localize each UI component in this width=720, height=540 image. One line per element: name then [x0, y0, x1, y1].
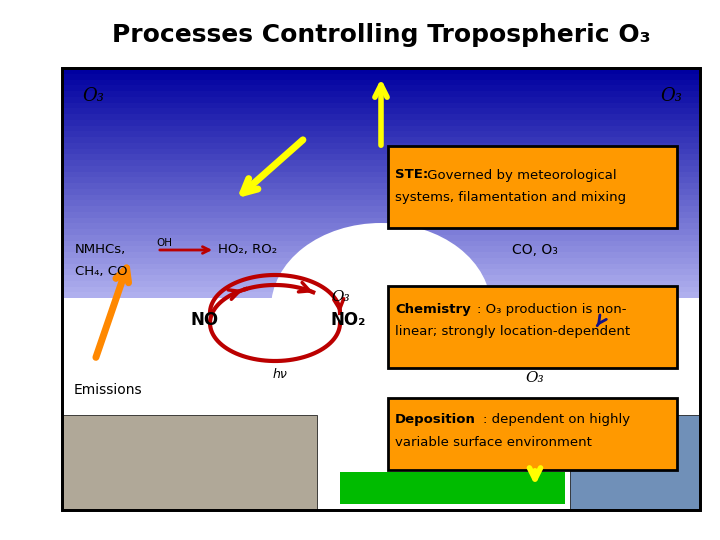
Text: : O₃ production is non-: : O₃ production is non-: [477, 303, 626, 316]
Bar: [62, 85, 700, 91]
Bar: [62, 177, 700, 183]
Bar: [62, 298, 700, 510]
Bar: [62, 252, 700, 258]
Bar: [62, 97, 700, 103]
Bar: [62, 200, 700, 206]
Text: O₃: O₃: [82, 87, 104, 105]
Bar: [340, 472, 565, 504]
Bar: [62, 160, 700, 166]
Text: O₃: O₃: [660, 87, 682, 105]
Bar: [62, 240, 700, 246]
Bar: [62, 258, 700, 264]
Bar: [62, 218, 700, 223]
Bar: [62, 183, 700, 189]
Text: linear; strongly location-dependent: linear; strongly location-dependent: [395, 326, 630, 339]
Text: Chemistry: Chemistry: [395, 303, 471, 316]
Bar: [62, 223, 700, 229]
Bar: [62, 103, 700, 108]
Bar: [62, 189, 700, 194]
Bar: [62, 292, 700, 298]
Bar: [62, 131, 700, 137]
Text: NMHCs,: NMHCs,: [75, 244, 126, 256]
Bar: [62, 74, 700, 79]
Bar: [62, 148, 700, 154]
Text: hν: hν: [273, 368, 287, 381]
Text: CH₄, CO: CH₄, CO: [75, 266, 127, 279]
Bar: [62, 269, 700, 275]
Bar: [62, 114, 700, 120]
Bar: [62, 125, 700, 131]
FancyBboxPatch shape: [388, 286, 677, 368]
Bar: [62, 79, 700, 85]
Text: NO: NO: [191, 311, 219, 329]
Text: NO₂: NO₂: [330, 311, 366, 329]
Text: CO, O₃: CO, O₃: [512, 243, 558, 257]
Text: Processes Controlling Tropospheric O₃: Processes Controlling Tropospheric O₃: [112, 23, 650, 47]
Text: Governed by meteorological: Governed by meteorological: [423, 168, 616, 181]
Bar: [62, 68, 700, 510]
Bar: [62, 275, 700, 281]
Text: OH: OH: [156, 238, 172, 248]
Bar: [62, 91, 700, 97]
Text: Emissions: Emissions: [73, 383, 143, 397]
Bar: [62, 264, 700, 269]
Text: HO₂, RO₂: HO₂, RO₂: [218, 244, 277, 256]
FancyBboxPatch shape: [388, 146, 677, 228]
Text: O₃: O₃: [526, 371, 544, 385]
Bar: [62, 415, 317, 510]
Text: variable surface environment: variable surface environment: [395, 435, 592, 449]
Bar: [62, 235, 700, 240]
Bar: [62, 120, 700, 125]
Text: STE:: STE:: [395, 168, 428, 181]
Ellipse shape: [271, 223, 491, 393]
Text: O₃: O₃: [331, 291, 350, 304]
Bar: [62, 206, 700, 212]
Bar: [62, 246, 700, 252]
Bar: [62, 212, 700, 218]
Text: Deposition: Deposition: [395, 414, 476, 427]
Bar: [62, 172, 700, 177]
Bar: [62, 68, 700, 510]
Bar: [62, 143, 700, 148]
Bar: [62, 68, 700, 74]
Bar: [62, 154, 700, 160]
Text: : dependent on highly: : dependent on highly: [483, 414, 630, 427]
Text: systems, filamentation and mixing: systems, filamentation and mixing: [395, 192, 626, 205]
Bar: [62, 281, 700, 287]
Bar: [62, 194, 700, 200]
FancyBboxPatch shape: [388, 398, 677, 470]
Bar: [570, 415, 700, 510]
Bar: [62, 166, 700, 172]
Bar: [62, 287, 700, 292]
Bar: [62, 229, 700, 235]
Bar: [62, 108, 700, 114]
Bar: [62, 137, 700, 143]
